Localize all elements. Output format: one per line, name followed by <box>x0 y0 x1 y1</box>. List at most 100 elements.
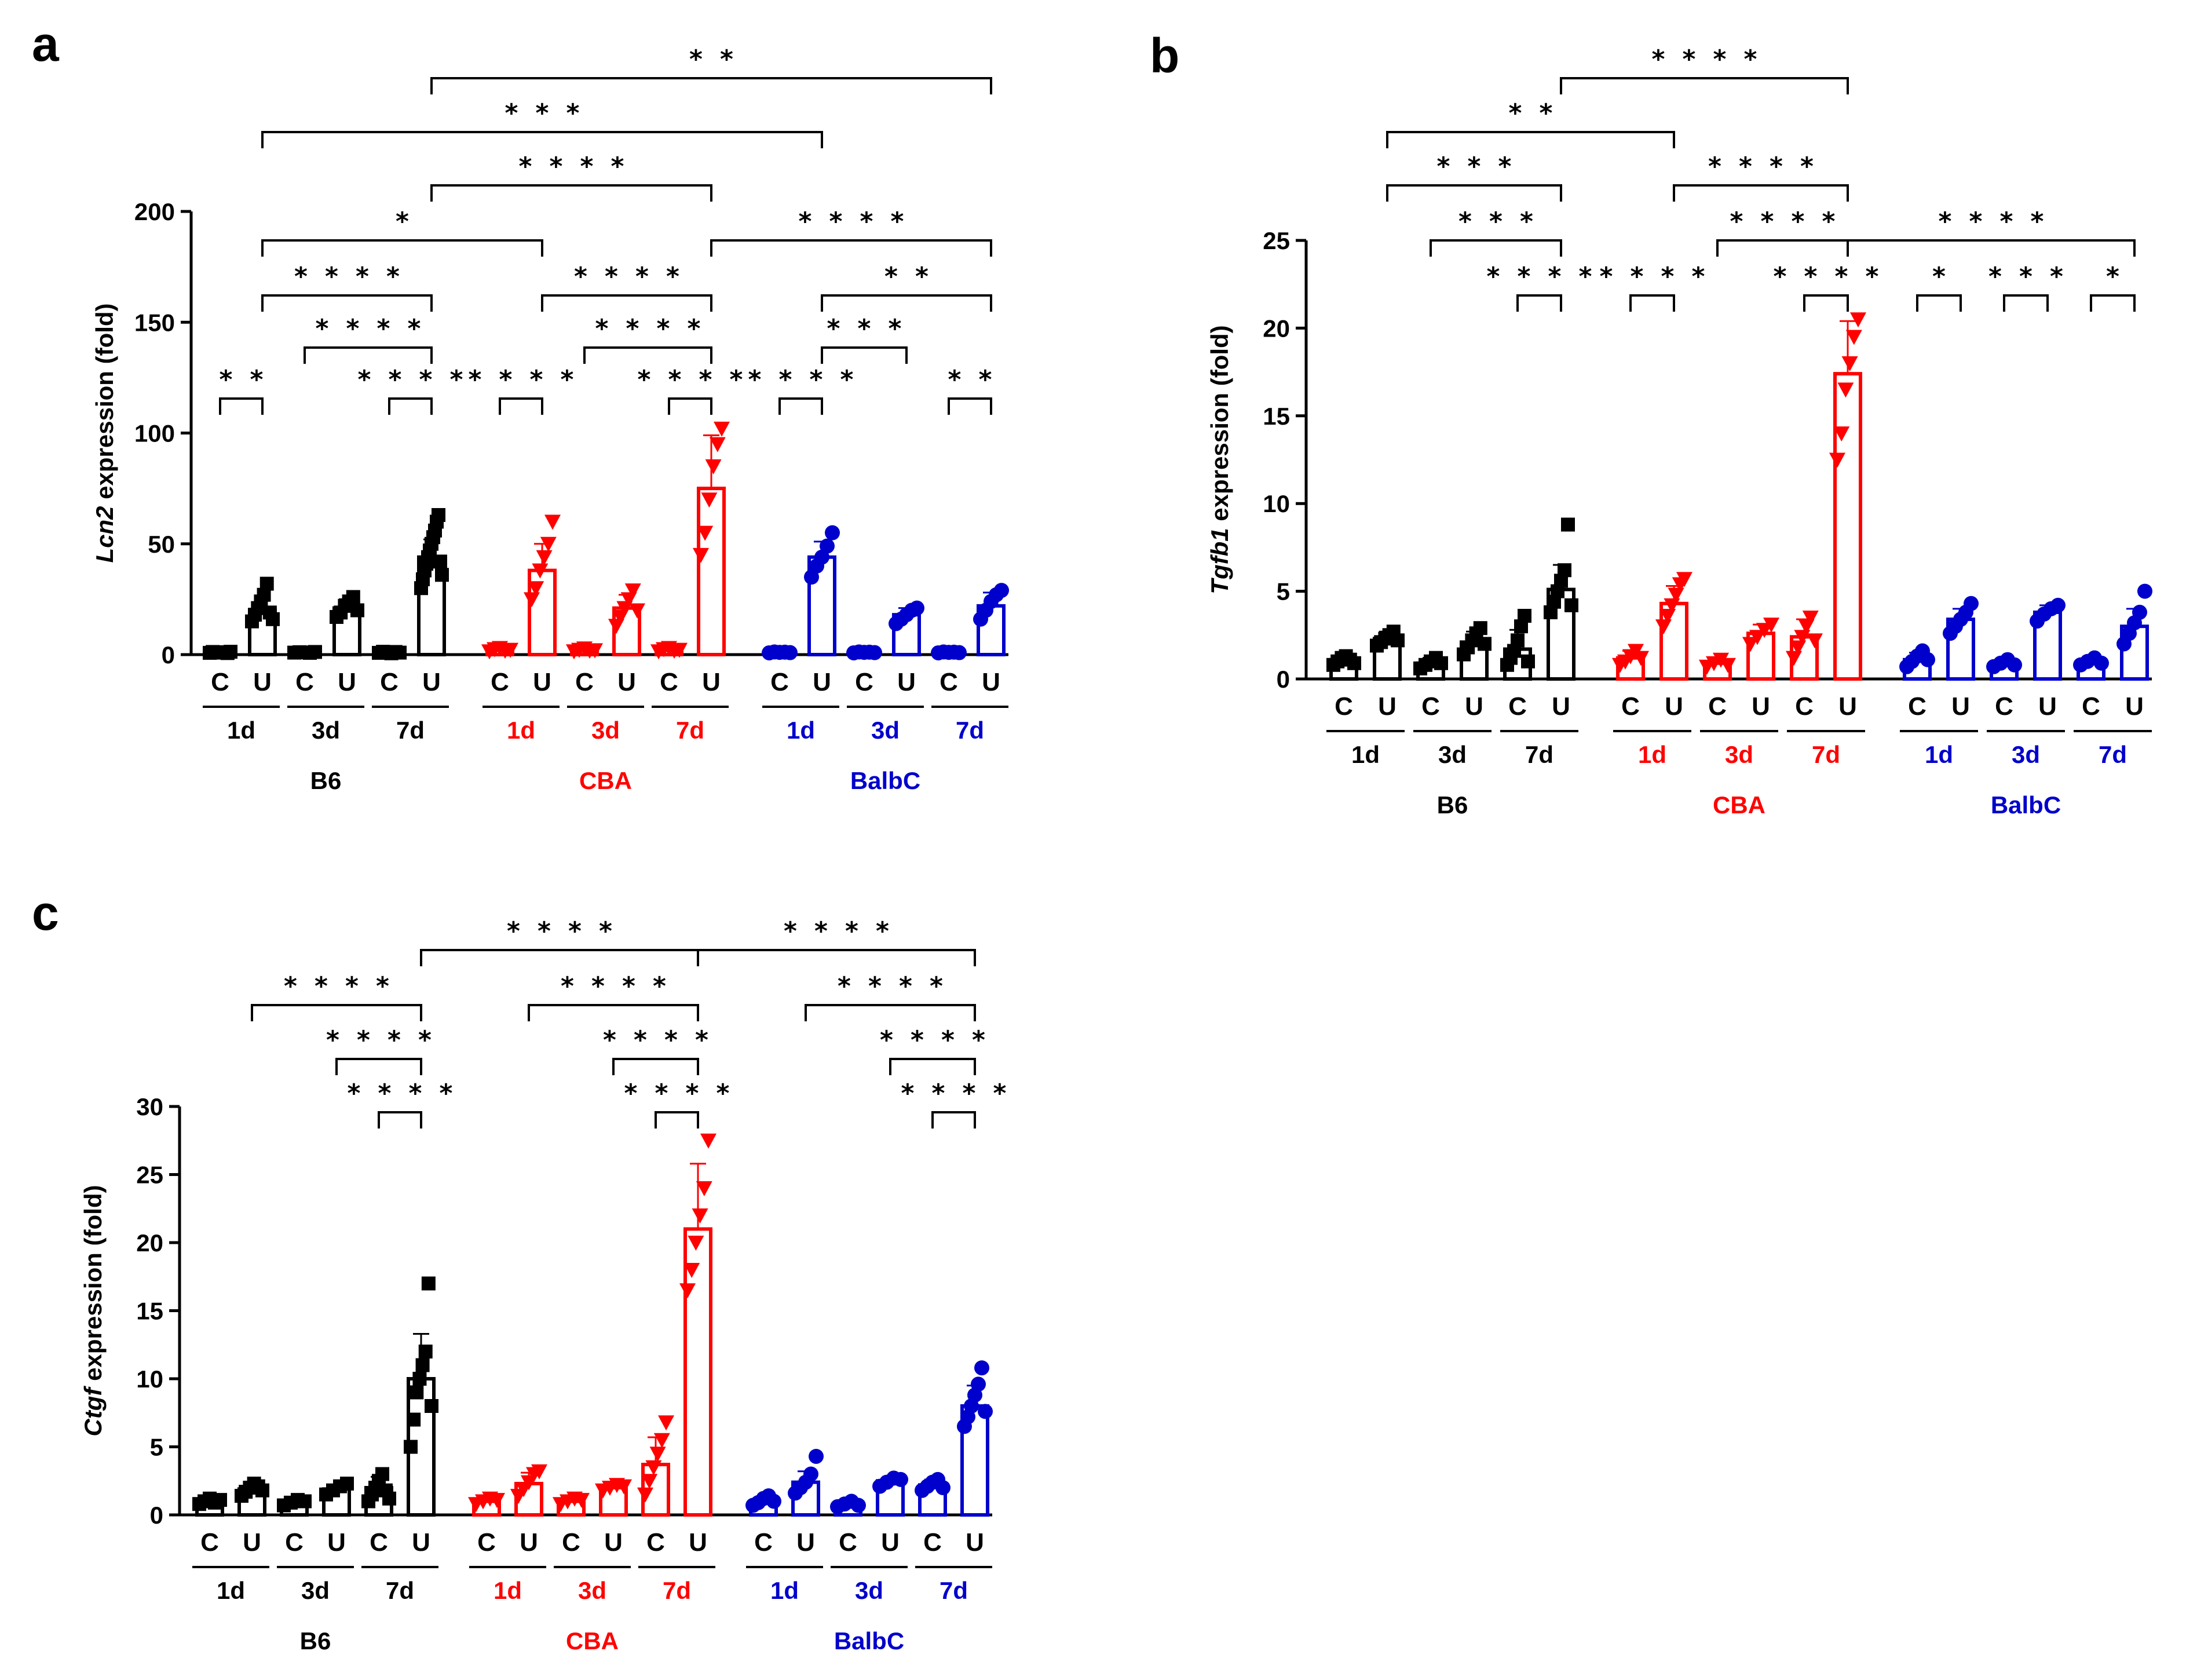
significance-stars: * * * * <box>594 314 701 344</box>
significance-bracket: * * * * <box>430 152 712 202</box>
bar-group <box>468 1491 505 1517</box>
bar-group <box>277 1493 312 1517</box>
data-point <box>298 1494 312 1509</box>
significance-bracket: * * * * <box>697 916 976 966</box>
y-tick-label: 10 <box>1263 490 1290 517</box>
significance-bracket: * * * * <box>1847 207 2136 257</box>
data-point <box>679 1283 696 1299</box>
significance-stars: * * * <box>826 314 902 344</box>
data-point <box>1786 651 1802 666</box>
condition-label: U <box>1951 692 1970 721</box>
significance-stars: * * * * <box>283 972 390 1001</box>
condition-label: C <box>200 1528 219 1557</box>
condition-label: U <box>422 668 441 696</box>
condition-label: C <box>1421 692 1440 721</box>
bar-group <box>745 1488 781 1517</box>
data-point <box>1347 656 1361 670</box>
bar-group <box>846 644 882 660</box>
condition-label: U <box>253 668 272 696</box>
data-point <box>1564 598 1578 612</box>
y-tick-label: 0 <box>1277 666 1290 693</box>
data-point <box>803 1466 818 1482</box>
y-axis-label: Lcn2 expression (fold) <box>91 303 118 563</box>
data-point <box>1676 572 1692 587</box>
data-point <box>1511 633 1525 648</box>
data-point <box>935 1480 951 1495</box>
significance-stars: * * <box>883 262 929 291</box>
data-point <box>573 1493 590 1509</box>
bar-group <box>2116 583 2152 681</box>
bar-group <box>1786 611 1823 681</box>
data-point <box>259 576 274 591</box>
data-point <box>531 1464 547 1480</box>
significance-bracket: * * * * <box>747 365 854 415</box>
data-point <box>709 437 726 452</box>
condition-label: U <box>243 1528 261 1557</box>
y-tick-label: 25 <box>1263 227 1290 254</box>
data-point <box>2094 655 2109 671</box>
data-point <box>393 645 407 660</box>
condition-label: U <box>796 1528 815 1557</box>
data-point <box>418 1345 433 1358</box>
condition-label: C <box>940 668 958 696</box>
bar-group <box>510 1464 547 1517</box>
significance-stars: * * * * <box>783 916 890 946</box>
data-point <box>1655 619 1672 635</box>
day-label: 3d <box>1725 741 1753 768</box>
data-point <box>415 1358 430 1372</box>
data-point <box>412 1372 427 1386</box>
day-label: 7d <box>396 717 425 744</box>
significance-bracket: * * * * <box>1486 262 1593 312</box>
significance-bracket: * * <box>1386 98 1675 148</box>
significance-bracket: * * * * <box>1772 262 1880 312</box>
day-label: 1d <box>217 1577 245 1604</box>
strain-label: BalbC <box>1991 791 2061 819</box>
condition-label: U <box>533 668 551 696</box>
condition-label: U <box>1378 692 1397 721</box>
bar-group <box>414 508 449 657</box>
data-point <box>502 642 518 658</box>
day-label: 3d <box>578 1577 606 1604</box>
significance-stars: * * * * <box>900 1079 1007 1108</box>
data-point <box>1391 633 1405 648</box>
data-point <box>346 590 360 604</box>
significance-bracket: * <box>2090 262 2136 312</box>
condition-label: C <box>754 1528 773 1557</box>
data-point <box>825 525 840 540</box>
significance-bracket: * * * <box>1430 207 1562 257</box>
data-point <box>1841 356 1858 371</box>
significance-bracket: * * * * <box>251 972 422 1021</box>
data-point <box>266 612 280 626</box>
significance-stars: * * * * <box>506 916 613 946</box>
significance-stars: * * * * <box>346 1079 454 1108</box>
condition-label: U <box>617 668 636 696</box>
condition-label: C <box>923 1528 942 1557</box>
bar-group <box>595 1478 632 1517</box>
day-label: 3d <box>855 1577 883 1604</box>
significance-stars: * * * * <box>1772 262 1880 291</box>
data-point <box>867 645 882 660</box>
significance-stars: * * * * <box>1729 207 1836 236</box>
condition-label: C <box>1621 692 1640 721</box>
data-point <box>340 1476 354 1491</box>
y-tick-label: 50 <box>148 531 175 558</box>
significance-stars: * * * * <box>467 365 575 395</box>
data-point <box>308 645 322 659</box>
significance-bracket: * * * * <box>637 365 744 415</box>
condition-label: C <box>660 668 678 696</box>
y-tick-label: 10 <box>136 1365 163 1393</box>
y-tick-label: 100 <box>134 420 175 447</box>
data-point <box>421 1276 436 1291</box>
data-point <box>701 492 718 508</box>
day-label: 1d <box>507 717 535 744</box>
condition-label: U <box>2038 692 2057 721</box>
data-point <box>705 459 722 474</box>
day-label: 3d <box>1438 741 1467 768</box>
significance-stars: * * * * <box>1651 45 1758 74</box>
data-point <box>1720 658 1736 673</box>
bar-group <box>679 1133 717 1517</box>
significance-stars: * <box>394 207 410 236</box>
bar-group <box>872 1470 908 1517</box>
